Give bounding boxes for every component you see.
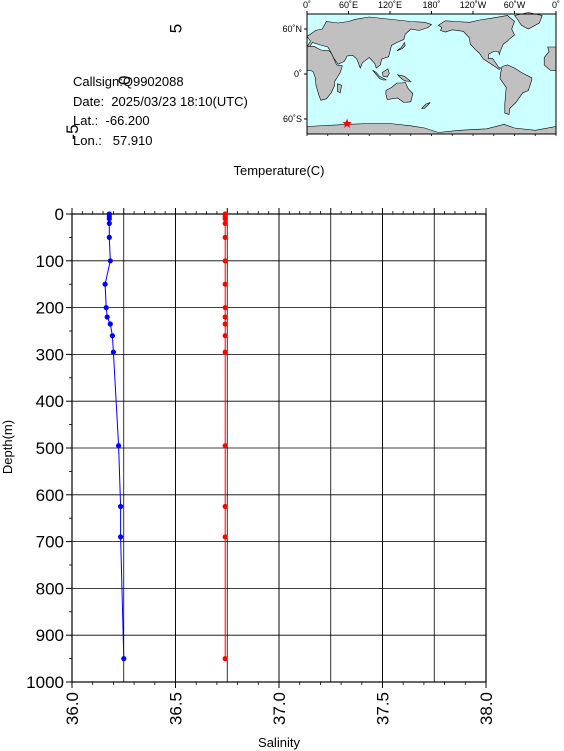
salinity-tick-label: 37.0	[270, 692, 289, 725]
map-land-6	[382, 68, 390, 78]
map-lon-label: 120˚E	[378, 0, 402, 10]
temperature-data-point	[118, 534, 124, 540]
salinity-data-point	[222, 321, 228, 327]
temperature-profile-line	[104, 214, 125, 659]
map-land-9	[421, 102, 431, 109]
depth-axis-title: Depth(m)	[0, 420, 15, 474]
salinity-data-point	[222, 333, 228, 339]
depth-tick-label: 800	[36, 579, 64, 598]
salinity-data-point	[222, 534, 228, 540]
temperature-data-point	[103, 305, 109, 311]
salinity-data-point	[222, 281, 228, 287]
map-land-11	[513, 12, 543, 30]
map-lon-label: 60˚W	[504, 0, 526, 10]
temperature-data-point	[107, 258, 113, 264]
map-land-12	[499, 64, 533, 115]
temperature-data-point	[109, 333, 115, 339]
chart-grid	[71, 213, 487, 683]
map-land-7	[396, 74, 412, 82]
latitude-text: Lat.: -66.200	[73, 113, 150, 128]
chart-series	[102, 211, 228, 662]
depth-tick-label: 0	[55, 205, 64, 224]
map-lon-label: 60˚E	[339, 0, 358, 10]
map-land-8	[396, 41, 406, 52]
map-lon-label: 0˚	[552, 0, 560, 10]
temperature-axis-title: Temperature(C)	[233, 163, 324, 178]
temperature-data-point	[121, 656, 127, 662]
salinity-data-point	[222, 503, 228, 510]
salinity-data-point	[222, 349, 228, 355]
map-land-4	[385, 81, 414, 103]
map-frame: 0˚ 60˚E 120˚E 180˚ 120˚W 60˚W 0˚ 60˚N 0˚ 60˚S	[282, 0, 560, 136]
salinity-tick-label: 36.0	[63, 692, 82, 725]
map-land-3	[337, 83, 342, 94]
map-lon-label: 120˚W	[460, 0, 487, 10]
map-lon-label: 0˚	[303, 0, 311, 10]
station-info: Callsign:Q9902088 Date: 2025/03/23 18:10…	[73, 72, 248, 150]
depth-tick-label: 900	[36, 626, 64, 645]
chart-axes: -50510152025303536.036.537.037.538.00100…	[26, 24, 496, 725]
temperature-data-point	[106, 216, 112, 222]
map-lat-label: 60˚S	[283, 114, 302, 124]
salinity-axis-title: Salinity	[258, 735, 300, 750]
callsign-text: Callsign:Q9902088	[73, 74, 184, 89]
temperature-tick-label: 0	[115, 76, 134, 85]
temperature-data-point	[110, 349, 116, 355]
salinity-data-point	[222, 216, 228, 222]
temperature-data-point	[102, 281, 108, 287]
map-lon-label: 180˚	[422, 0, 440, 10]
salinity-data-point	[222, 258, 228, 264]
temperature-tick-label: 5	[167, 24, 186, 33]
depth-tick-label: 400	[36, 392, 64, 411]
map-land-1	[306, 45, 343, 101]
date-text: Date: 2025/03/23 18:10(UTC)	[73, 93, 248, 109]
salinity-tick-label: 37.5	[374, 692, 393, 725]
depth-tick-label: 500	[36, 439, 64, 458]
longitude-text: Lon.: 57.910	[73, 132, 153, 148]
salinity-data-point	[222, 220, 228, 226]
map-land-10	[437, 15, 515, 70]
depth-tick-label: 200	[36, 299, 64, 318]
depth-tick-label: 700	[36, 533, 64, 552]
temperature-data-point	[116, 443, 122, 449]
temperature-tick-label: -5	[63, 124, 82, 139]
map-lat-label: 0˚	[294, 69, 302, 79]
station-marker-star-icon	[342, 118, 352, 128]
depth-tick-label: 100	[36, 252, 64, 271]
temperature-data-point	[106, 220, 112, 226]
map-land-5	[372, 70, 387, 81]
temperature-data-point	[104, 314, 110, 320]
salinity-data-point	[222, 234, 228, 240]
depth-tick-label: 600	[36, 486, 64, 505]
map-land-0	[306, 16, 433, 69]
salinity-data-point	[222, 314, 228, 320]
depth-tick-label: 300	[36, 345, 64, 364]
salinity-data-point	[222, 443, 228, 449]
salinity-tick-label: 38.0	[477, 692, 496, 725]
salinity-tick-label: 36.5	[167, 692, 186, 725]
salinity-data-point	[222, 305, 228, 311]
temperature-data-point	[106, 234, 112, 240]
temperature-data-point	[118, 503, 124, 510]
depth-tick-label: 1000	[26, 673, 64, 692]
temperature-data-point	[107, 321, 113, 327]
salinity-data-point	[222, 656, 228, 662]
map-lat-label: 60˚N	[282, 24, 302, 34]
